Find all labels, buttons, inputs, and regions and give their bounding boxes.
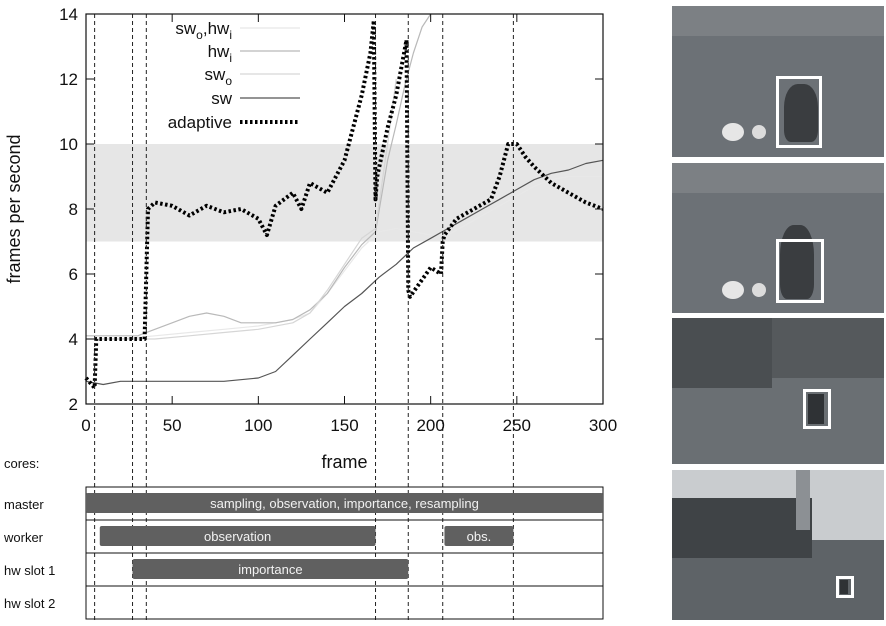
core-bar-label: importance (238, 562, 302, 577)
x-tick-label: 50 (163, 416, 182, 435)
core-row-3 (85, 585, 604, 620)
y-tick-label: 14 (59, 5, 78, 24)
player (840, 580, 848, 594)
thumbnail-frame-1 (672, 6, 884, 157)
series-line-0 (86, 175, 603, 340)
core-bar-1-1 (444, 526, 514, 546)
player (808, 394, 824, 424)
fps-chart: 2 4 6 8 10 12 14 0 50 100 150 200 250 300 frame frames … (4, 5, 617, 622)
ball (752, 283, 766, 297)
player (784, 84, 818, 142)
legend-sub2: i (229, 28, 232, 42)
ball (722, 281, 744, 299)
legend-label-4: adaptive (168, 113, 232, 132)
y-tick-label: 8 (69, 200, 78, 219)
floodlight (796, 470, 810, 530)
legend-label-0: swo,hwi (175, 19, 232, 42)
core-row-label: hw slot 2 (4, 596, 55, 611)
ball (722, 123, 744, 141)
core-bar-label: observation (204, 529, 271, 544)
core-row-label: hw slot 1 (4, 563, 55, 578)
core-bar-label: obs. (467, 529, 492, 544)
x-tick-label: 300 (589, 416, 617, 435)
series-line-2 (86, 78, 397, 340)
legend-base1: sw (175, 19, 197, 38)
y-tick-label: 12 (59, 70, 78, 89)
legend-mid: ,hw (203, 19, 230, 38)
legend-base1: sw (205, 65, 227, 84)
core-bar-0-0 (86, 493, 603, 513)
y-tick-label: 4 (69, 330, 78, 349)
legend-label-1: hwi (208, 42, 232, 65)
field-area (672, 378, 884, 464)
legend-sub1: i (229, 51, 232, 65)
tracking-box (836, 576, 854, 598)
player (780, 225, 814, 299)
core-bar-2-0 (132, 559, 409, 579)
y-tick-label: 10 (59, 135, 78, 154)
thumbnail-frame-4 (672, 470, 884, 620)
thumbnail-frame-2 (672, 163, 884, 313)
tracking-box (776, 76, 822, 148)
legend-base1: adaptive (168, 113, 232, 132)
legend-base1: hw (208, 42, 230, 61)
x-tick-label: 250 (503, 416, 531, 435)
series-line-3 (85, 159, 604, 386)
series-line-4 (84, 18, 604, 390)
x-tick-label: 0 (81, 416, 90, 435)
y-axis-title: frames per second (4, 134, 24, 283)
x-tick-label: 200 (416, 416, 444, 435)
legend-base1: sw (211, 89, 233, 108)
x-tick-label: 150 (330, 416, 358, 435)
thumbnail-frame-3 (672, 318, 884, 464)
legend-sub1: o (225, 74, 232, 88)
core-row-label: master (4, 497, 44, 512)
legend-label-3: sw (211, 89, 233, 108)
ball (752, 125, 766, 139)
series-line-1 (86, 13, 432, 337)
stand (672, 318, 772, 388)
x-axis-title: frame (321, 452, 367, 472)
core-row-label: worker (3, 530, 44, 545)
y-tick-label: 6 (69, 265, 78, 284)
stadium-roof (672, 498, 812, 558)
tracking-box (803, 389, 831, 429)
tracking-box (776, 239, 824, 303)
cores-title: cores: (4, 456, 39, 471)
legend-label-2: swo (205, 65, 233, 88)
core-bar-1-0 (99, 526, 376, 546)
legend-sub1: o (196, 28, 203, 42)
y-tick-label: 2 (69, 395, 78, 414)
cores-timeline: cores: master sampling, observation, impor… (3, 456, 604, 620)
x-tick-label: 100 (244, 416, 272, 435)
core-bar-label: sampling, observation, importance, resam… (210, 496, 479, 511)
